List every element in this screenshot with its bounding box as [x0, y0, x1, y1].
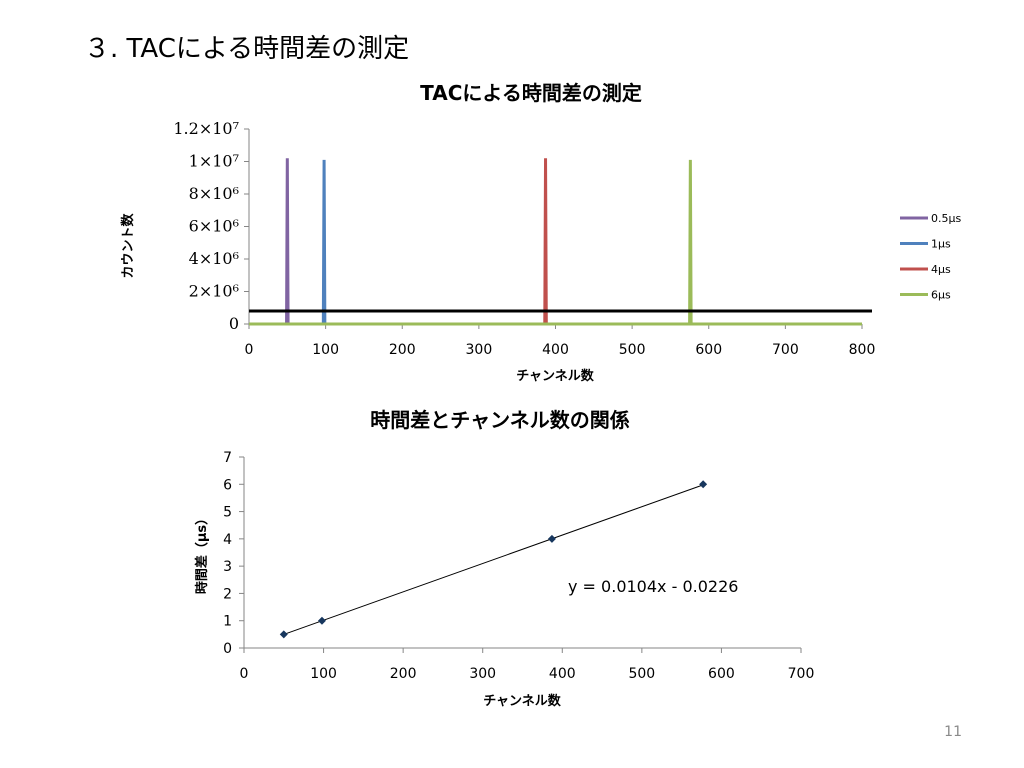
chart1-title: TACによる時間差の測定	[420, 81, 642, 105]
chart1-legend-label: 1μs	[931, 238, 951, 251]
chart2-x-tick-label: 200	[390, 666, 417, 682]
chart1-x-tick-label: 100	[312, 342, 339, 358]
chart2-data-point	[699, 480, 708, 489]
chart2-data-point	[547, 534, 556, 543]
chart2-trendline	[283, 484, 704, 635]
chart1-y-tick-label: 0	[229, 314, 239, 333]
chart1-x-tick-label: 600	[695, 342, 722, 358]
chart2-y-tick-label: 5	[223, 505, 232, 521]
chart1-x-tick-label: 800	[849, 342, 876, 358]
chart1-x-axis-title: チャンネル数	[516, 368, 595, 384]
chart1-y-tick-label: 2×10⁶	[189, 282, 239, 301]
chart2-x-tick-label: 700	[788, 666, 815, 682]
chart1-x-tick-label: 400	[542, 342, 569, 358]
chart1-x-tick-label: 700	[772, 342, 799, 358]
chart2-y-tick-label: 7	[223, 450, 232, 466]
chart1-legend-label: 6μs	[931, 289, 951, 302]
chart1-series-1μs	[249, 159, 862, 326]
chart2-x-tick-label: 500	[628, 666, 655, 682]
chart2-trendline-equation: y = 0.0104x - 0.0226	[568, 577, 738, 596]
chart1-x-tick-label: 500	[619, 342, 646, 358]
chart2-y-tick-label: 3	[223, 559, 232, 575]
chart2-x-tick-label: 0	[240, 666, 249, 682]
chart1-x-tick-label: 200	[389, 342, 416, 358]
chart1-x-tick-label: 0	[245, 342, 254, 358]
chart1-legend-label: 0.5μs	[931, 212, 961, 225]
chart1-x-tick-label: 300	[466, 342, 493, 358]
slide-title: ３. TACによる時間差の測定	[84, 34, 410, 64]
chart2-x-axis-title: チャンネル数	[483, 693, 562, 709]
chart1-y-tick-label: 1×10⁷	[189, 152, 239, 171]
chart2-y-tick-label: 4	[223, 532, 232, 548]
chart1-y-axis-title: カウント数	[120, 213, 136, 279]
chart2-x-tick-label: 100	[310, 666, 337, 682]
chart2-data-point	[279, 630, 288, 639]
chart1-y-tick-label: 6×10⁶	[189, 217, 239, 236]
chart2-y-axis-title: 時間差（μs）	[194, 512, 210, 594]
chart1-y-tick-label: 1.2×10⁷	[173, 119, 239, 138]
chart2-y-tick-label: 1	[223, 614, 232, 630]
chart1-y-tick-label: 4×10⁶	[189, 249, 239, 268]
chart2-title: 時間差とチャンネル数の関係	[370, 408, 629, 432]
chart2-data-point	[317, 616, 326, 625]
chart1-series-4μs	[249, 158, 862, 326]
chart2-y-tick-label: 6	[223, 477, 232, 493]
chart2-x-tick-label: 600	[708, 666, 735, 682]
chart2-x-tick-label: 300	[469, 666, 496, 682]
chart2-y-tick-label: 0	[223, 641, 232, 657]
chart1-series-0.5μs	[249, 158, 862, 326]
chart1-legend-label: 4μs	[931, 263, 951, 276]
chart2-x-tick-label: 400	[549, 666, 576, 682]
chart1-series-6μs	[249, 159, 862, 326]
chart2-y-tick-label: 2	[223, 586, 232, 602]
chart1-y-tick-label: 8×10⁶	[189, 184, 239, 203]
page-number: 11	[944, 724, 962, 740]
